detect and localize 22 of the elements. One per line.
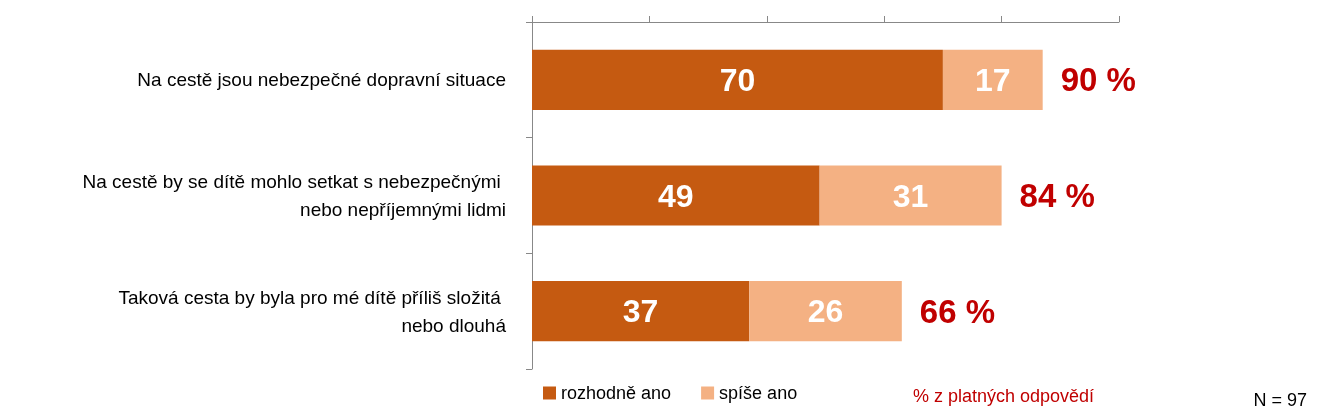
- y-tick-label: Na cestě by se dítě mohlo setkat s nebezpečnými nebo nepříjemnými lidmi: [82, 171, 506, 220]
- legend-label: rozhodně ano: [561, 383, 672, 403]
- text: % z platných odpovědí: [913, 386, 1095, 406]
- text: N = 97: [1253, 390, 1308, 410]
- y-tick-label: Na cestě jsou nebezpečné dopravní situace: [137, 69, 506, 91]
- annotation: 90 %: [1060, 61, 1136, 99]
- y-tick-label: Taková cesta by byla pro mé dítě příliš složitá nebo dlouhá: [118, 286, 507, 336]
- data-label: 31: [892, 177, 929, 214]
- bar: [819, 165, 1002, 226]
- data-label: 37: [622, 293, 659, 330]
- bar: [532, 281, 750, 342]
- annotation: 84 %: [1019, 177, 1095, 214]
- data-label: 17: [975, 61, 1011, 98]
- bar: [942, 49, 1043, 110]
- bar: [532, 49, 943, 110]
- annotation: 66 %: [919, 292, 996, 330]
- data-label: 26: [807, 293, 844, 330]
- data-label: 70: [719, 61, 756, 98]
- data-label: 49: [658, 177, 694, 214]
- bar: [749, 281, 902, 342]
- bar: [532, 165, 820, 226]
- legend-label: spíše ano: [719, 383, 798, 403]
